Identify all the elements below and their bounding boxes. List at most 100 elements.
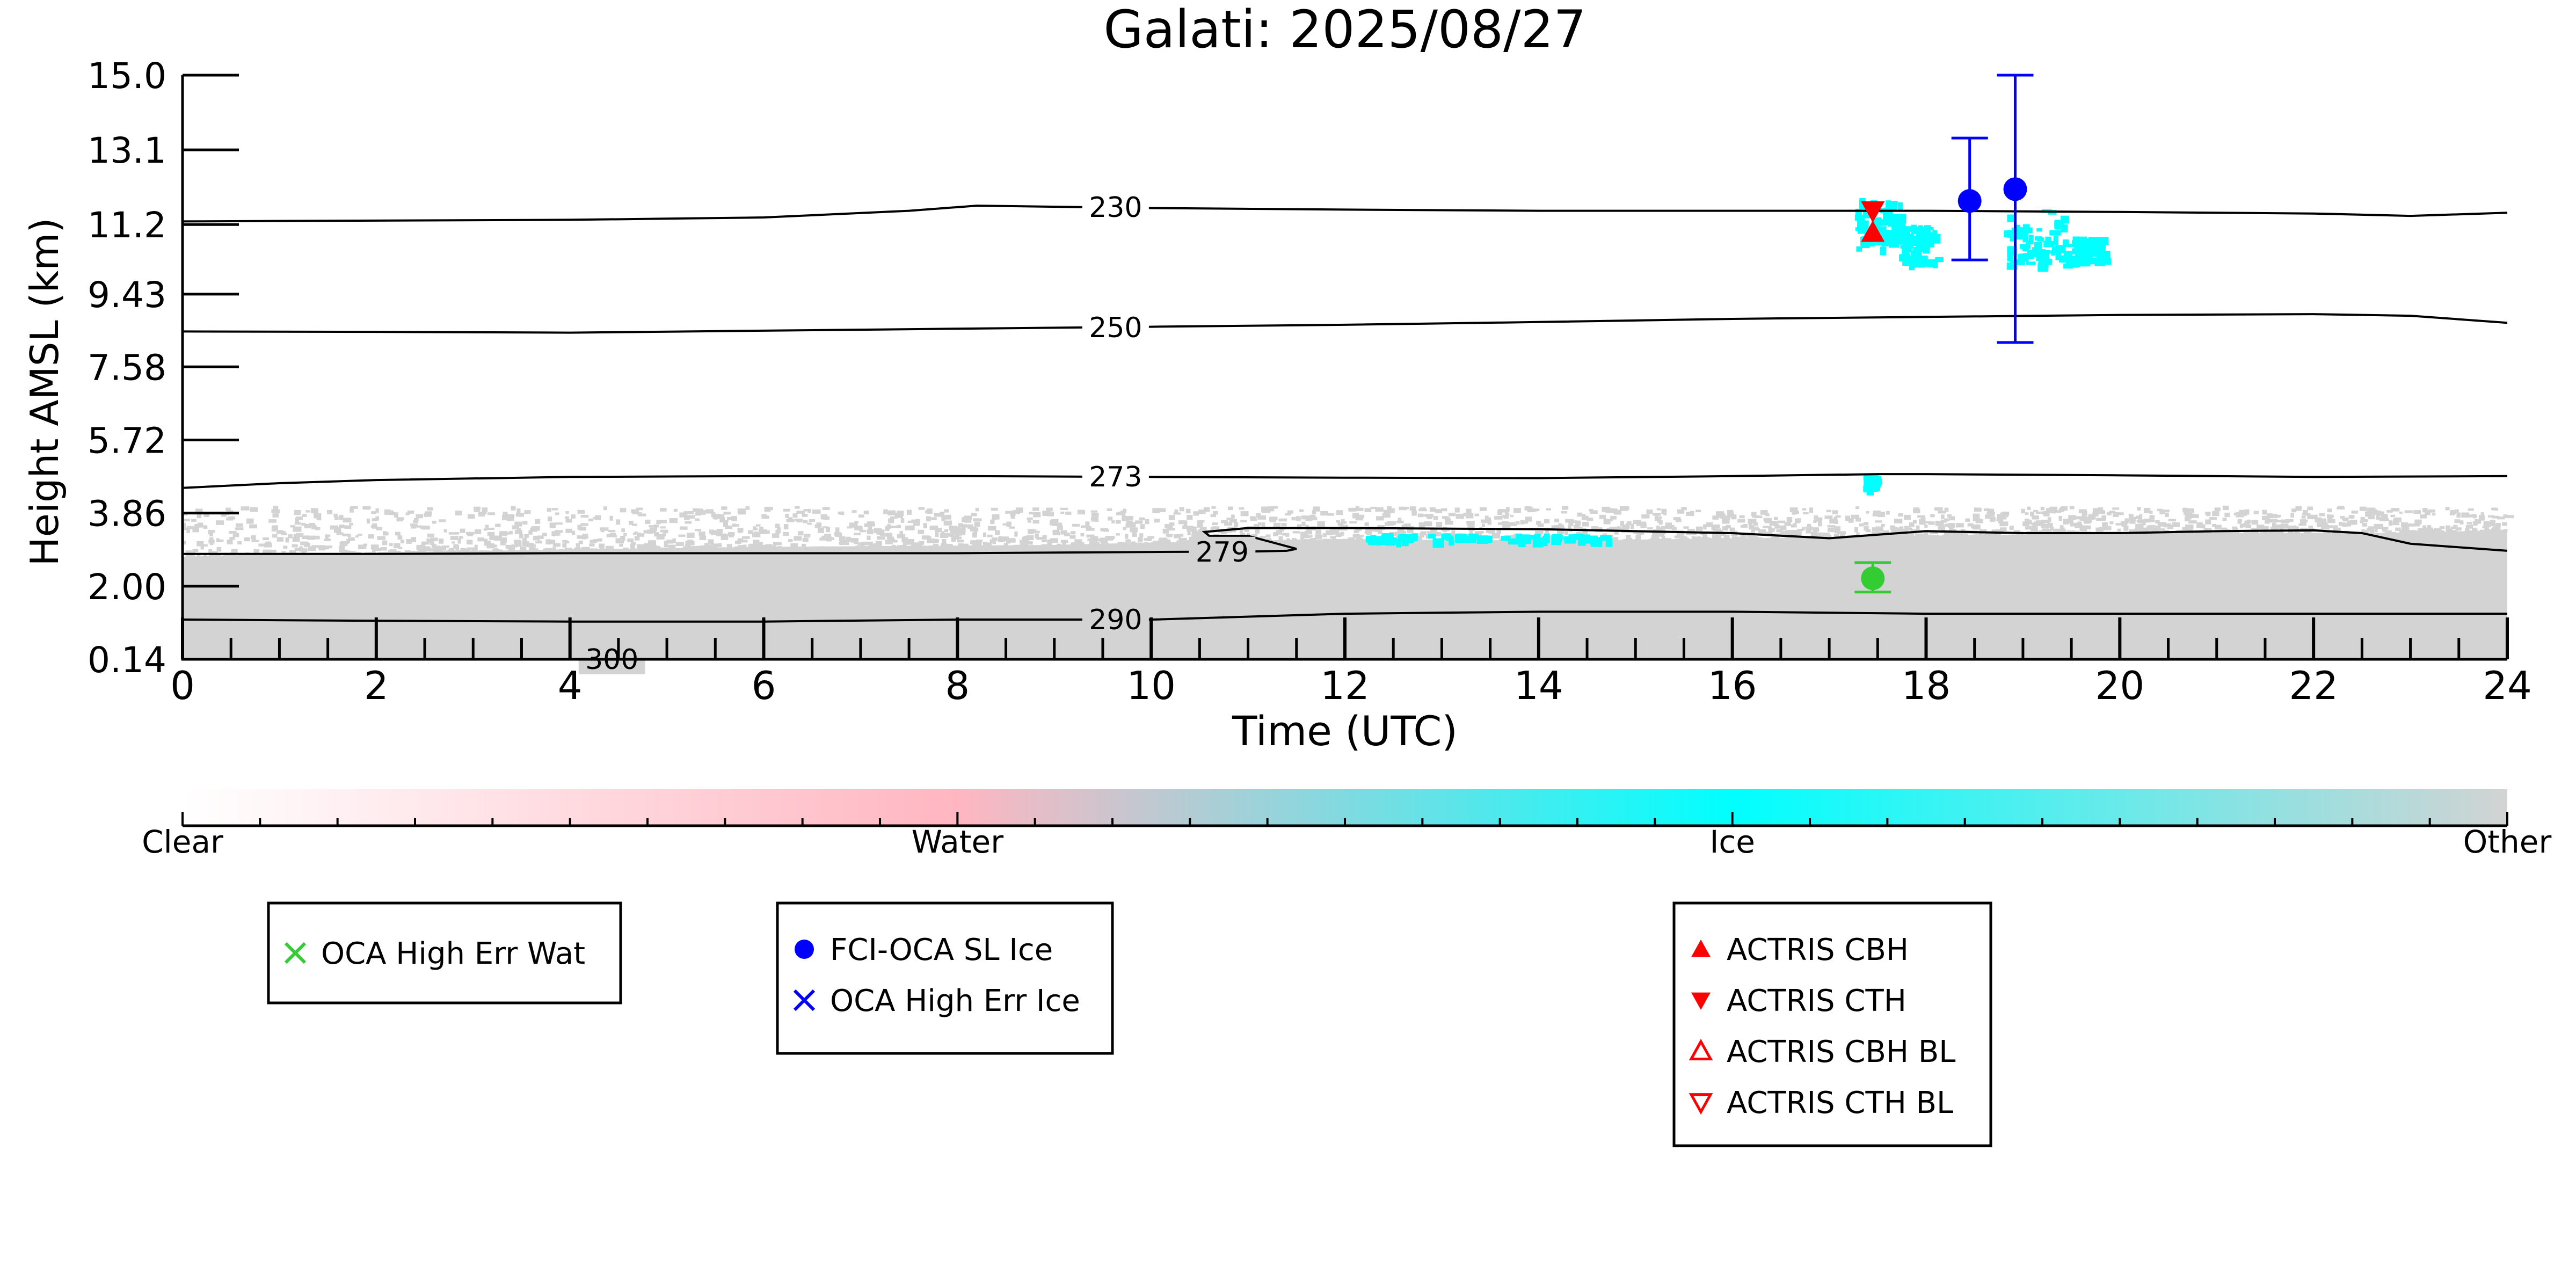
other-class-speck bbox=[2322, 533, 2330, 538]
other-class-speck bbox=[1773, 516, 1778, 520]
other-class-speck bbox=[389, 543, 393, 547]
other-class-speck bbox=[998, 536, 1002, 541]
other-class-speck bbox=[1912, 520, 1917, 523]
other-class-speck bbox=[1986, 512, 1990, 514]
ice-class-pixel bbox=[1925, 262, 1933, 267]
other-class-speck bbox=[2070, 522, 2078, 527]
other-class-speck bbox=[519, 549, 525, 552]
ice-class-pixel bbox=[2049, 230, 2061, 236]
other-class-speck bbox=[1672, 527, 1677, 531]
other-class-speck bbox=[2414, 523, 2420, 527]
other-class-speck bbox=[1300, 532, 1308, 536]
other-class-speck bbox=[2034, 521, 2043, 526]
other-class-speck bbox=[699, 536, 707, 540]
other-class-speck bbox=[1080, 533, 1085, 537]
other-class-speck bbox=[2465, 525, 2470, 530]
other-class-speck bbox=[2228, 530, 2235, 536]
other-class-speck bbox=[2075, 516, 2084, 520]
ice-class-pixel bbox=[2051, 250, 2056, 256]
other-class-speck bbox=[1610, 515, 1617, 520]
other-class-speck bbox=[455, 511, 462, 516]
other-class-speck bbox=[2083, 516, 2090, 521]
other-class-speck bbox=[1787, 536, 1793, 539]
other-class-speck bbox=[1213, 511, 1218, 515]
legend-frame bbox=[1672, 901, 1992, 1147]
other-class-speck bbox=[839, 541, 843, 545]
other-class-speck bbox=[957, 528, 966, 533]
ice-class-pixel bbox=[2096, 254, 2108, 259]
other-class-speck bbox=[571, 530, 576, 535]
other-class-speck bbox=[1227, 506, 1233, 511]
other-class-speck bbox=[1561, 511, 1568, 514]
other-class-speck bbox=[1091, 512, 1099, 517]
other-class-speck bbox=[411, 526, 416, 529]
ice-class-pixel bbox=[1897, 237, 1905, 245]
ice-class-pixel bbox=[1875, 226, 1887, 232]
other-class-speck bbox=[1044, 513, 1049, 515]
other-class-speck bbox=[1374, 527, 1382, 532]
other-class-speck bbox=[1466, 508, 1472, 513]
other-class-speck bbox=[1396, 520, 1404, 523]
other-class-speck bbox=[1083, 544, 1091, 547]
other-class-speck bbox=[1716, 511, 1724, 516]
other-class-speck bbox=[1661, 508, 1667, 514]
other-class-speck bbox=[835, 533, 842, 537]
other-class-speck bbox=[500, 541, 506, 545]
other-class-speck bbox=[775, 529, 781, 534]
other-class-speck bbox=[1090, 541, 1098, 544]
other-class-speck bbox=[2232, 526, 2238, 531]
other-class-speck bbox=[711, 512, 716, 518]
other-class-speck bbox=[1641, 514, 1650, 519]
other-class-speck bbox=[673, 508, 678, 512]
other-class-speck bbox=[803, 509, 808, 512]
other-class-speck bbox=[1881, 523, 1885, 527]
other-class-speck bbox=[1527, 510, 1536, 512]
other-class-speck bbox=[2235, 512, 2244, 518]
other-class-speck bbox=[312, 554, 317, 557]
other-class-speck bbox=[1239, 528, 1243, 533]
other-class-speck bbox=[777, 546, 783, 550]
other-class-speck bbox=[555, 549, 562, 555]
ice-class-pixel bbox=[2085, 250, 2094, 257]
other-class-speck bbox=[913, 522, 920, 526]
other-class-speck bbox=[551, 531, 558, 536]
colorbar-label-ice: Ice bbox=[1709, 824, 1755, 860]
other-class-speck bbox=[2386, 510, 2393, 513]
other-class-speck bbox=[370, 525, 377, 528]
other-class-speck bbox=[1125, 515, 1133, 520]
other-class-speck bbox=[796, 518, 803, 523]
other-class-speck bbox=[2478, 515, 2485, 520]
other-class-speck bbox=[984, 542, 992, 547]
ice-class-pixel bbox=[1909, 260, 1915, 271]
isotherm-label-bg bbox=[1082, 312, 1149, 343]
legend-frame bbox=[776, 901, 1114, 1055]
other-class-speck bbox=[1665, 522, 1672, 527]
other-class-speck bbox=[1861, 536, 1866, 542]
other-class-speck bbox=[339, 541, 348, 547]
other-class-speck bbox=[1786, 516, 1793, 522]
other-class-speck bbox=[448, 548, 454, 551]
ice-class-pixel bbox=[2017, 231, 2024, 236]
other-class-speck bbox=[1636, 522, 1642, 526]
ice-class-pixel bbox=[2094, 246, 2106, 253]
other-class-speck bbox=[2013, 530, 2020, 533]
other-class-speck bbox=[1716, 538, 1722, 543]
other-class-speck bbox=[1343, 521, 1347, 524]
other-class-speck bbox=[310, 554, 314, 558]
other-class-speck bbox=[788, 539, 793, 542]
other-class-speck bbox=[1871, 532, 1880, 535]
ice-class-pixel bbox=[2037, 237, 2044, 242]
other-class-speck bbox=[1866, 535, 1873, 541]
other-class-speck bbox=[1833, 526, 1841, 532]
other-class-speck bbox=[1646, 510, 1653, 514]
other-class-speck bbox=[2035, 511, 2043, 514]
other-class-speck bbox=[1974, 507, 1981, 512]
other-class-speck bbox=[821, 546, 827, 552]
other-class-speck bbox=[1111, 520, 1115, 523]
ice-class-pixel bbox=[1920, 237, 1928, 241]
other-class-speck bbox=[698, 510, 706, 515]
other-class-speck bbox=[796, 511, 805, 514]
other-class-speck bbox=[333, 513, 338, 517]
other-class-speck bbox=[1331, 539, 1339, 544]
other-class-speck bbox=[2281, 519, 2290, 523]
